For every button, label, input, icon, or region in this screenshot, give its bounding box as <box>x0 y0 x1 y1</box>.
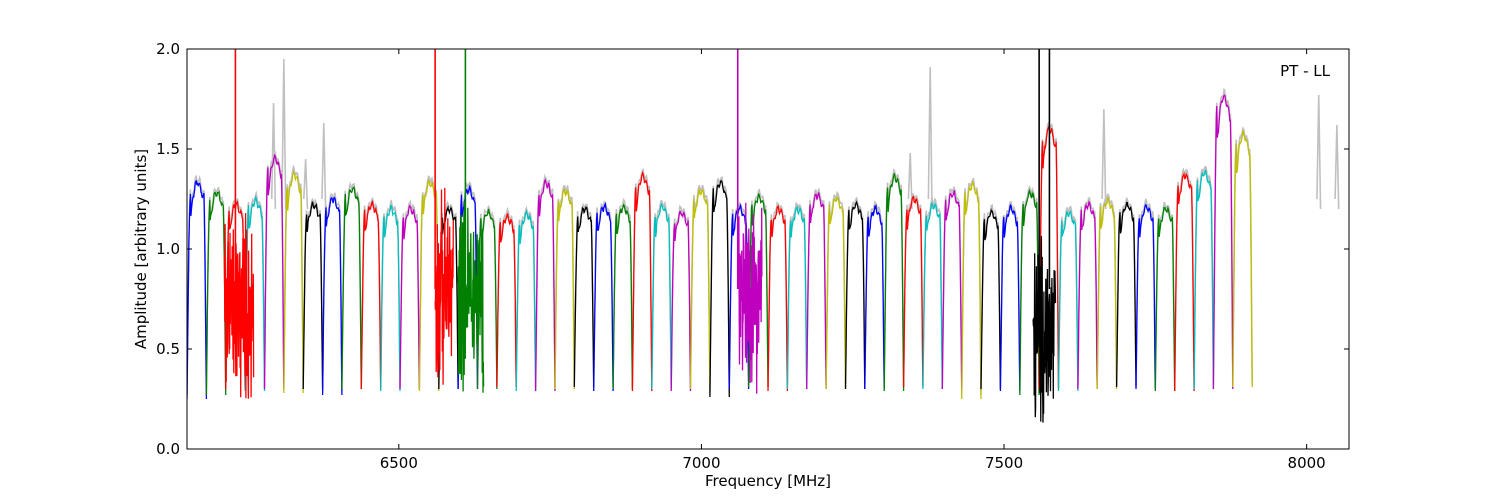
channel-line <box>1174 171 1195 392</box>
channel-line <box>902 195 924 388</box>
channel-line <box>1212 94 1234 390</box>
channel-line <box>1135 203 1156 390</box>
x-tick-label: 7000 <box>682 454 720 472</box>
channel-line <box>1193 169 1215 390</box>
y-tick-label: 0.5 <box>156 340 180 358</box>
channel-line <box>1019 188 1040 396</box>
channel-line <box>244 195 266 392</box>
channel-series-layer <box>187 94 1253 423</box>
channel-line <box>883 173 905 392</box>
channel-line <box>321 196 343 396</box>
baseline-annotation: PT - LL <box>1280 62 1331 80</box>
background-spike <box>927 66 933 210</box>
channel-line <box>1232 129 1253 388</box>
channel-line <box>651 203 672 390</box>
background-spike <box>1334 124 1340 210</box>
rfi-noise <box>1032 236 1057 423</box>
channel-line <box>1115 201 1137 388</box>
channel-line <box>573 206 595 388</box>
background-spike <box>1101 108 1107 210</box>
channel-line <box>747 192 769 388</box>
rfi-noise <box>738 202 763 394</box>
channel-line <box>399 204 421 390</box>
channel-line <box>205 190 227 396</box>
y-tick-label: 0.0 <box>156 440 180 458</box>
background-spike <box>907 152 913 210</box>
channel-line <box>534 178 556 392</box>
channel-line <box>670 211 692 392</box>
rfi-noise <box>434 187 454 385</box>
channel-line <box>825 195 847 390</box>
channel-line <box>1057 209 1079 392</box>
channel-line <box>844 200 866 390</box>
channel-line <box>961 181 982 400</box>
background-spike <box>321 122 327 210</box>
channel-line <box>941 190 963 390</box>
y-tick-label: 1.0 <box>156 240 180 258</box>
channel-line <box>999 203 1021 392</box>
channel-line <box>341 186 362 390</box>
x-tick-label: 6500 <box>380 454 418 472</box>
channel-line <box>980 207 1002 390</box>
channel-line <box>360 200 382 390</box>
channel-line <box>476 208 498 390</box>
rfi-noise <box>223 213 255 399</box>
y-tick-label: 1.5 <box>156 140 180 158</box>
channel-line <box>263 153 285 390</box>
channel-line <box>1096 196 1118 390</box>
background-spike <box>303 158 309 210</box>
rfi-noise <box>457 201 485 393</box>
channel-line <box>302 201 324 390</box>
channel-line <box>283 169 304 394</box>
background-spike <box>1316 94 1322 210</box>
x-axis-label: Frequency [MHz] <box>705 472 831 490</box>
y-tick-label: 2.0 <box>156 40 180 58</box>
channel-line <box>554 188 575 390</box>
channel-line <box>187 180 208 400</box>
channel-line <box>1077 200 1098 390</box>
background-series-line <box>187 87 1253 396</box>
channel-line <box>864 203 885 390</box>
channel-line <box>767 204 789 392</box>
x-tick-label: 8000 <box>1288 454 1326 472</box>
channel-line <box>457 184 479 390</box>
channel-line <box>612 203 634 390</box>
x-tick-label: 7500 <box>985 454 1023 472</box>
channel-line <box>689 187 711 390</box>
channel-line <box>496 213 517 388</box>
channel-line <box>806 192 827 390</box>
channel-line <box>786 205 808 390</box>
axis-ticks: 6500 7000 7500 8000 0.0 0.5 1.0 1.5 2.0 <box>156 40 1349 472</box>
channel-line <box>709 180 730 398</box>
y-axis-label: Amplitude [arbitrary units] <box>132 149 150 349</box>
channel-line <box>515 209 537 392</box>
rfi-spike-layer <box>234 49 1051 289</box>
channel-line <box>1154 205 1176 392</box>
channel-line <box>593 202 614 392</box>
channel-line <box>380 204 401 392</box>
channel-line <box>631 171 653 392</box>
background-spike <box>281 58 287 210</box>
channel-line <box>922 202 943 390</box>
